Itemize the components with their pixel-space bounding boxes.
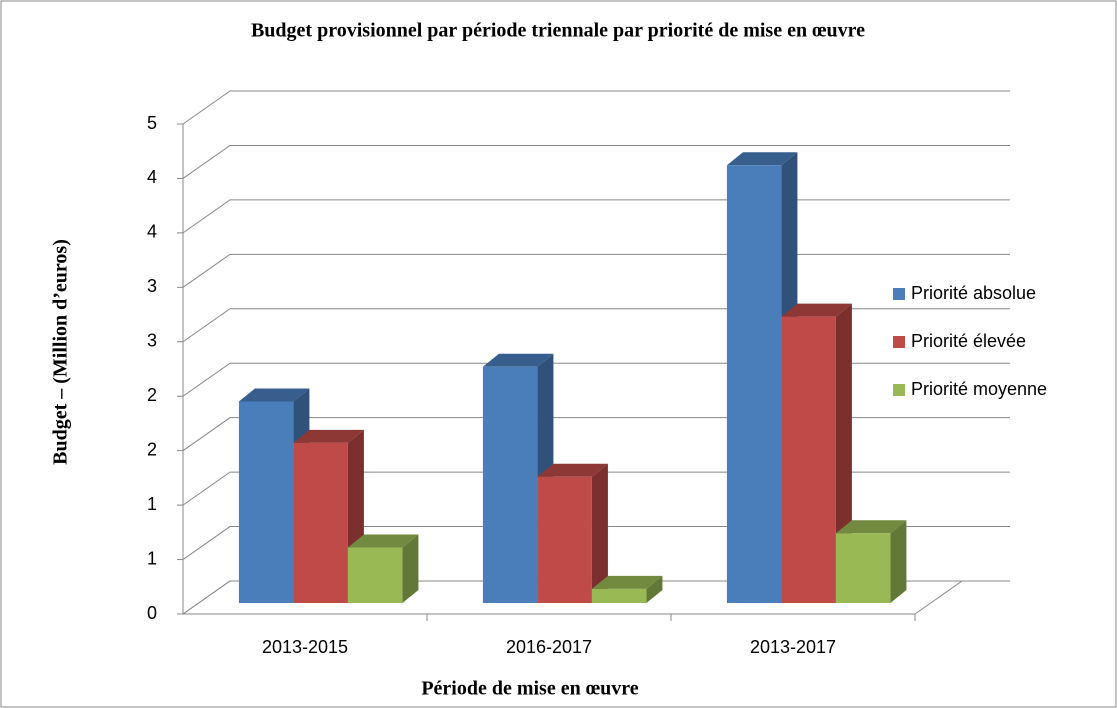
bar [835,520,907,603]
y-tick-label: 4 [147,167,157,187]
chart-title: Budget provisionnel par période triennal… [251,20,865,42]
bar-face [781,303,852,317]
y-tick-label: 4 [147,222,157,242]
bar-face [726,152,798,166]
x-axis-label: Période de mise en œuvre [421,678,638,700]
y-tick-label: 2 [147,385,157,405]
bar-face [482,353,554,367]
grid-line [182,90,1010,125]
y-tick-label: 3 [147,331,157,351]
bar-face [835,520,907,534]
grid-line [182,144,1010,179]
bar-face [537,476,592,603]
y-axis-label: Budget – (Million d’euros) [50,239,72,465]
legend-label: Priorité absolue [911,283,1036,303]
bar-face [293,442,348,603]
x-tick-label: 2016-2017 [506,637,592,657]
bar-face [293,429,364,443]
bar-face [347,547,403,603]
y-tick-label: 3 [147,276,157,296]
legend-label: Priorité élevée [911,331,1026,351]
bar-face [781,316,836,603]
y-tick-label: 0 [147,603,157,623]
x-tick-label: 2013-2017 [750,637,836,657]
bar-face [238,388,310,402]
bar-face [591,588,647,603]
bar-face [591,463,608,603]
x-tick-label: 2013-2015 [262,637,348,657]
bar-face [482,366,538,603]
legend-swatch [893,288,905,300]
y-tick-label: 2 [147,439,157,459]
bar-face [835,533,891,603]
bar [347,534,419,603]
bar [591,575,663,603]
y-tick-label: 1 [147,548,157,568]
legend-swatch [893,336,905,348]
y-tick-label: 5 [147,113,157,133]
bar-face [238,401,294,603]
bar-face [890,520,907,603]
legend-swatch [893,384,905,396]
bar-face [402,534,419,603]
bar-face [591,575,663,589]
bar [537,463,608,603]
bar-face [537,463,608,477]
legend-label: Priorité moyenne [911,379,1047,399]
bar-face [347,534,419,548]
bar-face [726,165,782,603]
bar-face [646,575,663,603]
y-tick-label: 1 [147,494,157,514]
